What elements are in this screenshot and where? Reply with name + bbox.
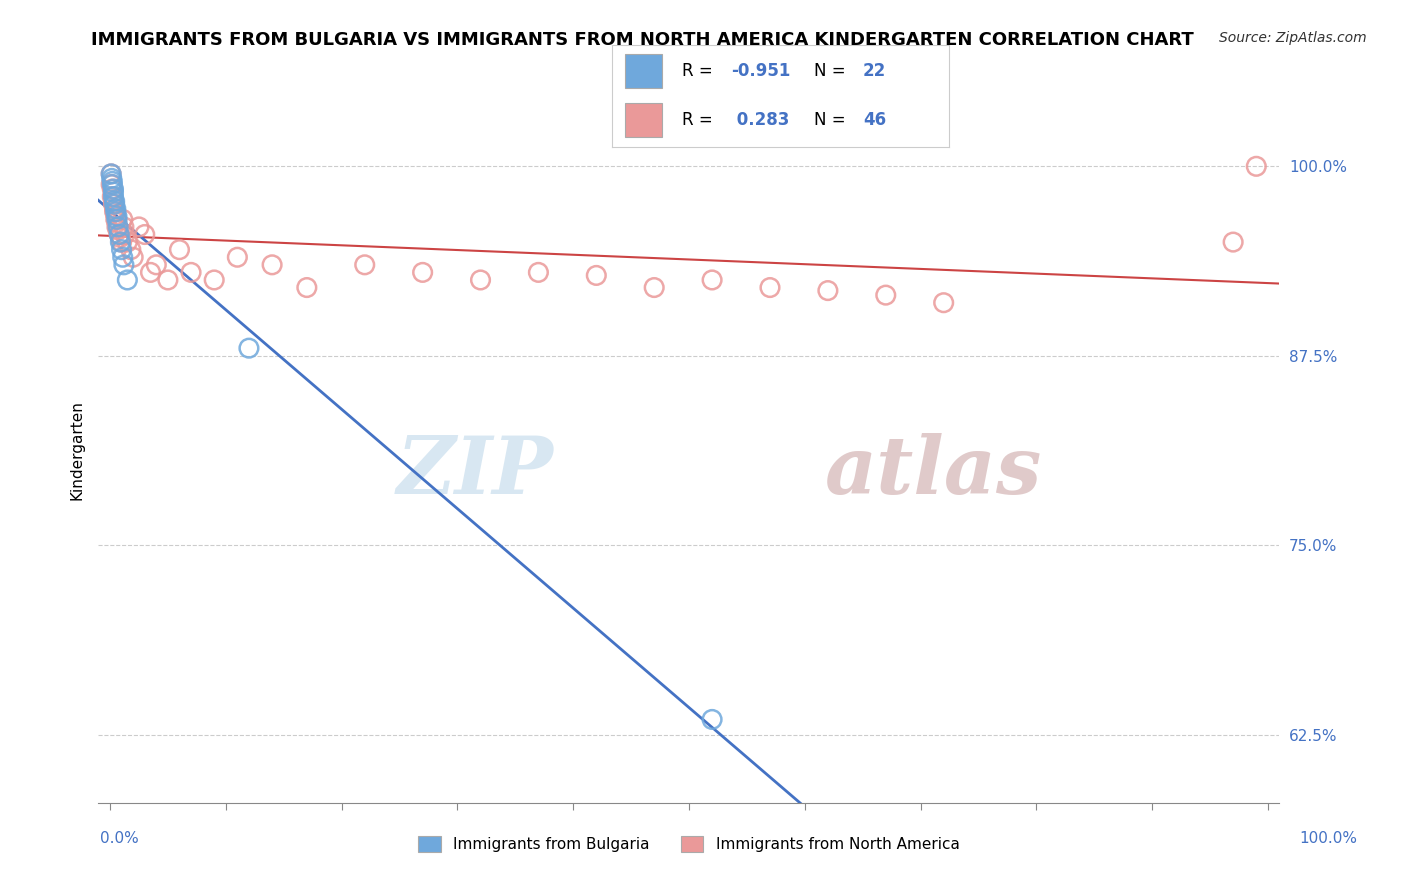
Point bbox=[238, 341, 260, 355]
Point bbox=[105, 210, 128, 224]
Point bbox=[101, 182, 124, 196]
Text: N =: N = bbox=[814, 62, 851, 79]
Point bbox=[932, 295, 955, 310]
Point bbox=[111, 250, 134, 264]
Point bbox=[295, 280, 318, 294]
Point bbox=[470, 273, 492, 287]
Point bbox=[101, 178, 124, 192]
Text: 0.0%: 0.0% bbox=[100, 831, 139, 846]
Point bbox=[134, 227, 156, 242]
Point bbox=[100, 178, 122, 192]
Point bbox=[103, 182, 125, 196]
Point bbox=[122, 250, 145, 264]
Point bbox=[700, 273, 723, 287]
Point bbox=[100, 171, 122, 186]
Point bbox=[875, 288, 897, 302]
Point bbox=[169, 243, 191, 257]
Point bbox=[103, 193, 125, 207]
Point bbox=[700, 713, 723, 727]
Point bbox=[117, 235, 139, 249]
Point bbox=[111, 212, 134, 227]
Point bbox=[202, 273, 225, 287]
Point bbox=[104, 212, 127, 227]
Text: 0.283: 0.283 bbox=[731, 111, 790, 129]
Point bbox=[353, 258, 375, 272]
Point bbox=[114, 227, 136, 242]
Point bbox=[643, 280, 665, 294]
Point bbox=[117, 273, 139, 287]
Point bbox=[100, 167, 122, 181]
Point bbox=[104, 208, 127, 222]
Text: atlas: atlas bbox=[825, 433, 1042, 510]
Point bbox=[105, 215, 128, 229]
Point bbox=[108, 227, 131, 242]
Text: 100.0%: 100.0% bbox=[1299, 831, 1358, 846]
FancyBboxPatch shape bbox=[626, 54, 662, 87]
Point bbox=[112, 219, 135, 234]
Point bbox=[145, 258, 167, 272]
Legend: Immigrants from Bulgaria, Immigrants from North America: Immigrants from Bulgaria, Immigrants fro… bbox=[412, 830, 966, 859]
Point bbox=[103, 185, 125, 199]
Point bbox=[139, 265, 162, 279]
Point bbox=[412, 265, 434, 279]
Point bbox=[100, 167, 122, 181]
Point bbox=[262, 258, 284, 272]
Point bbox=[104, 204, 127, 219]
Point bbox=[226, 250, 249, 264]
Point bbox=[101, 174, 124, 188]
Point bbox=[104, 197, 127, 211]
Point bbox=[527, 265, 550, 279]
Point bbox=[103, 197, 125, 211]
Point bbox=[105, 212, 128, 227]
Point bbox=[101, 189, 124, 203]
Point bbox=[104, 202, 127, 216]
Point bbox=[110, 235, 132, 249]
Text: Source: ZipAtlas.com: Source: ZipAtlas.com bbox=[1219, 31, 1367, 45]
Point bbox=[105, 219, 128, 234]
Point bbox=[107, 223, 129, 237]
Point bbox=[110, 230, 132, 244]
Text: 22: 22 bbox=[863, 62, 886, 79]
Point bbox=[104, 194, 127, 209]
Point bbox=[128, 219, 150, 234]
Point bbox=[1246, 159, 1268, 173]
Text: R =: R = bbox=[682, 62, 718, 79]
Text: ZIP: ZIP bbox=[396, 433, 553, 510]
Point bbox=[108, 227, 131, 242]
Text: 46: 46 bbox=[863, 111, 886, 129]
Point bbox=[817, 284, 839, 298]
Point bbox=[120, 243, 142, 257]
Point bbox=[104, 204, 127, 219]
Point bbox=[107, 219, 129, 234]
Text: -0.951: -0.951 bbox=[731, 62, 790, 79]
Y-axis label: Kindergarten: Kindergarten bbox=[69, 401, 84, 500]
Point bbox=[112, 258, 135, 272]
Text: IMMIGRANTS FROM BULGARIA VS IMMIGRANTS FROM NORTH AMERICA KINDERGARTEN CORRELATI: IMMIGRANTS FROM BULGARIA VS IMMIGRANTS F… bbox=[91, 31, 1194, 49]
Point bbox=[110, 243, 132, 257]
Point bbox=[104, 202, 127, 216]
Point bbox=[1222, 235, 1244, 249]
Point bbox=[103, 189, 125, 203]
Point bbox=[110, 235, 132, 249]
FancyBboxPatch shape bbox=[626, 103, 662, 137]
Point bbox=[156, 273, 179, 287]
Text: R =: R = bbox=[682, 111, 718, 129]
Point bbox=[180, 265, 202, 279]
Point bbox=[585, 268, 607, 283]
Point bbox=[759, 280, 782, 294]
Text: N =: N = bbox=[814, 111, 851, 129]
